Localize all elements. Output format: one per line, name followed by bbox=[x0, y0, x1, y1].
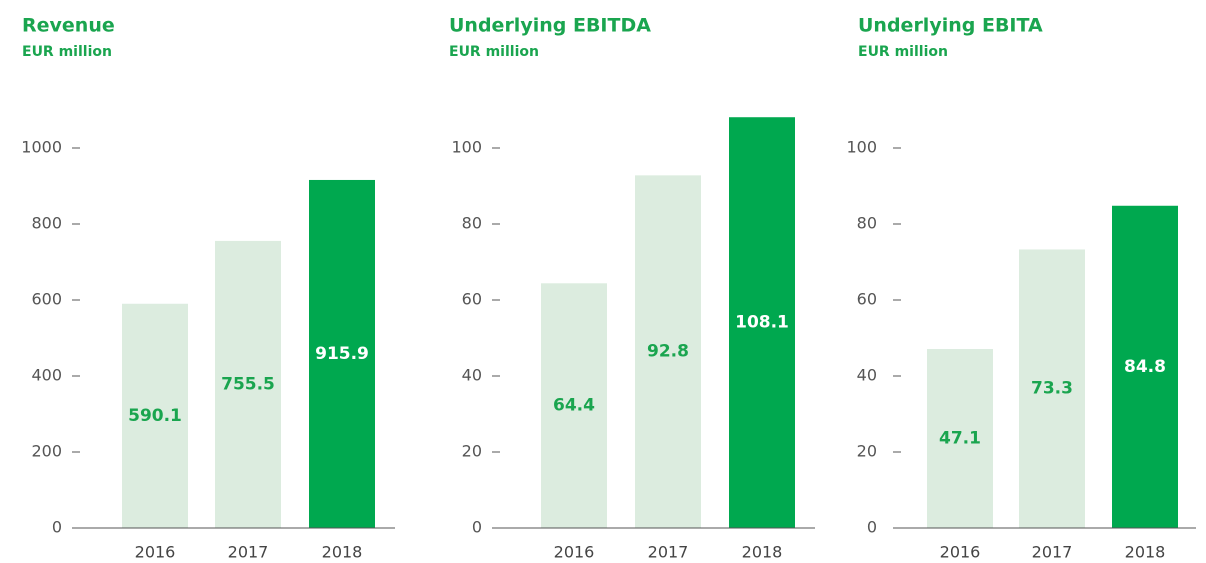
y-tick-label: 800 bbox=[31, 214, 62, 233]
bar bbox=[1019, 249, 1085, 528]
y-tick-label: 20 bbox=[857, 442, 877, 461]
chart-subtitle: EUR million bbox=[449, 44, 539, 60]
x-tick-label: 2018 bbox=[1125, 543, 1166, 562]
y-tick-label: 20 bbox=[462, 442, 482, 461]
y-tick-label: 600 bbox=[31, 290, 62, 309]
y-tick-label: 400 bbox=[31, 366, 62, 385]
value-label: 73.3 bbox=[1031, 379, 1073, 399]
y-tick-label: 80 bbox=[857, 214, 877, 233]
y-tick-label: 80 bbox=[462, 214, 482, 233]
y-tick-label: 200 bbox=[31, 442, 62, 461]
y-tick-label: 100 bbox=[451, 138, 482, 157]
x-tick-label: 2018 bbox=[322, 543, 363, 562]
bar bbox=[635, 175, 701, 529]
y-tick-label: 1000 bbox=[21, 138, 62, 157]
bar bbox=[309, 179, 375, 528]
value-label: 915.9 bbox=[315, 344, 369, 364]
y-tick-label: 40 bbox=[462, 366, 482, 385]
value-label: 84.8 bbox=[1124, 357, 1166, 377]
value-label: 755.5 bbox=[221, 374, 275, 394]
value-label: 590.1 bbox=[128, 406, 182, 426]
bar bbox=[215, 240, 281, 528]
bar bbox=[729, 117, 795, 528]
chart-title: Underlying EBITDA bbox=[449, 15, 651, 37]
bar bbox=[1112, 205, 1178, 528]
x-tick-label: 2016 bbox=[135, 543, 176, 562]
value-label: 92.8 bbox=[647, 342, 689, 362]
x-tick-label: 2016 bbox=[940, 543, 981, 562]
x-tick-label: 2018 bbox=[742, 543, 783, 562]
value-label: 47.1 bbox=[939, 429, 981, 449]
chart-title: Revenue bbox=[22, 15, 115, 37]
chart-subtitle: EUR million bbox=[858, 44, 948, 60]
y-tick-label: 60 bbox=[857, 290, 877, 309]
x-tick-label: 2016 bbox=[554, 543, 595, 562]
y-tick-label: 40 bbox=[857, 366, 877, 385]
x-tick-label: 2017 bbox=[228, 543, 269, 562]
x-tick-label: 2017 bbox=[1032, 543, 1073, 562]
y-tick-label: 100 bbox=[846, 138, 877, 157]
bar bbox=[927, 349, 993, 528]
bar bbox=[541, 283, 607, 528]
chart-subtitle: EUR million bbox=[22, 44, 112, 60]
value-label: 108.1 bbox=[735, 313, 789, 333]
chart-title: Underlying EBITA bbox=[858, 15, 1043, 37]
bar bbox=[122, 303, 188, 528]
y-tick-label: 0 bbox=[52, 518, 62, 537]
y-tick-label: 60 bbox=[462, 290, 482, 309]
x-tick-label: 2017 bbox=[648, 543, 689, 562]
y-tick-label: 0 bbox=[472, 518, 482, 537]
value-label: 64.4 bbox=[553, 396, 595, 416]
y-tick-label: 0 bbox=[867, 518, 877, 537]
